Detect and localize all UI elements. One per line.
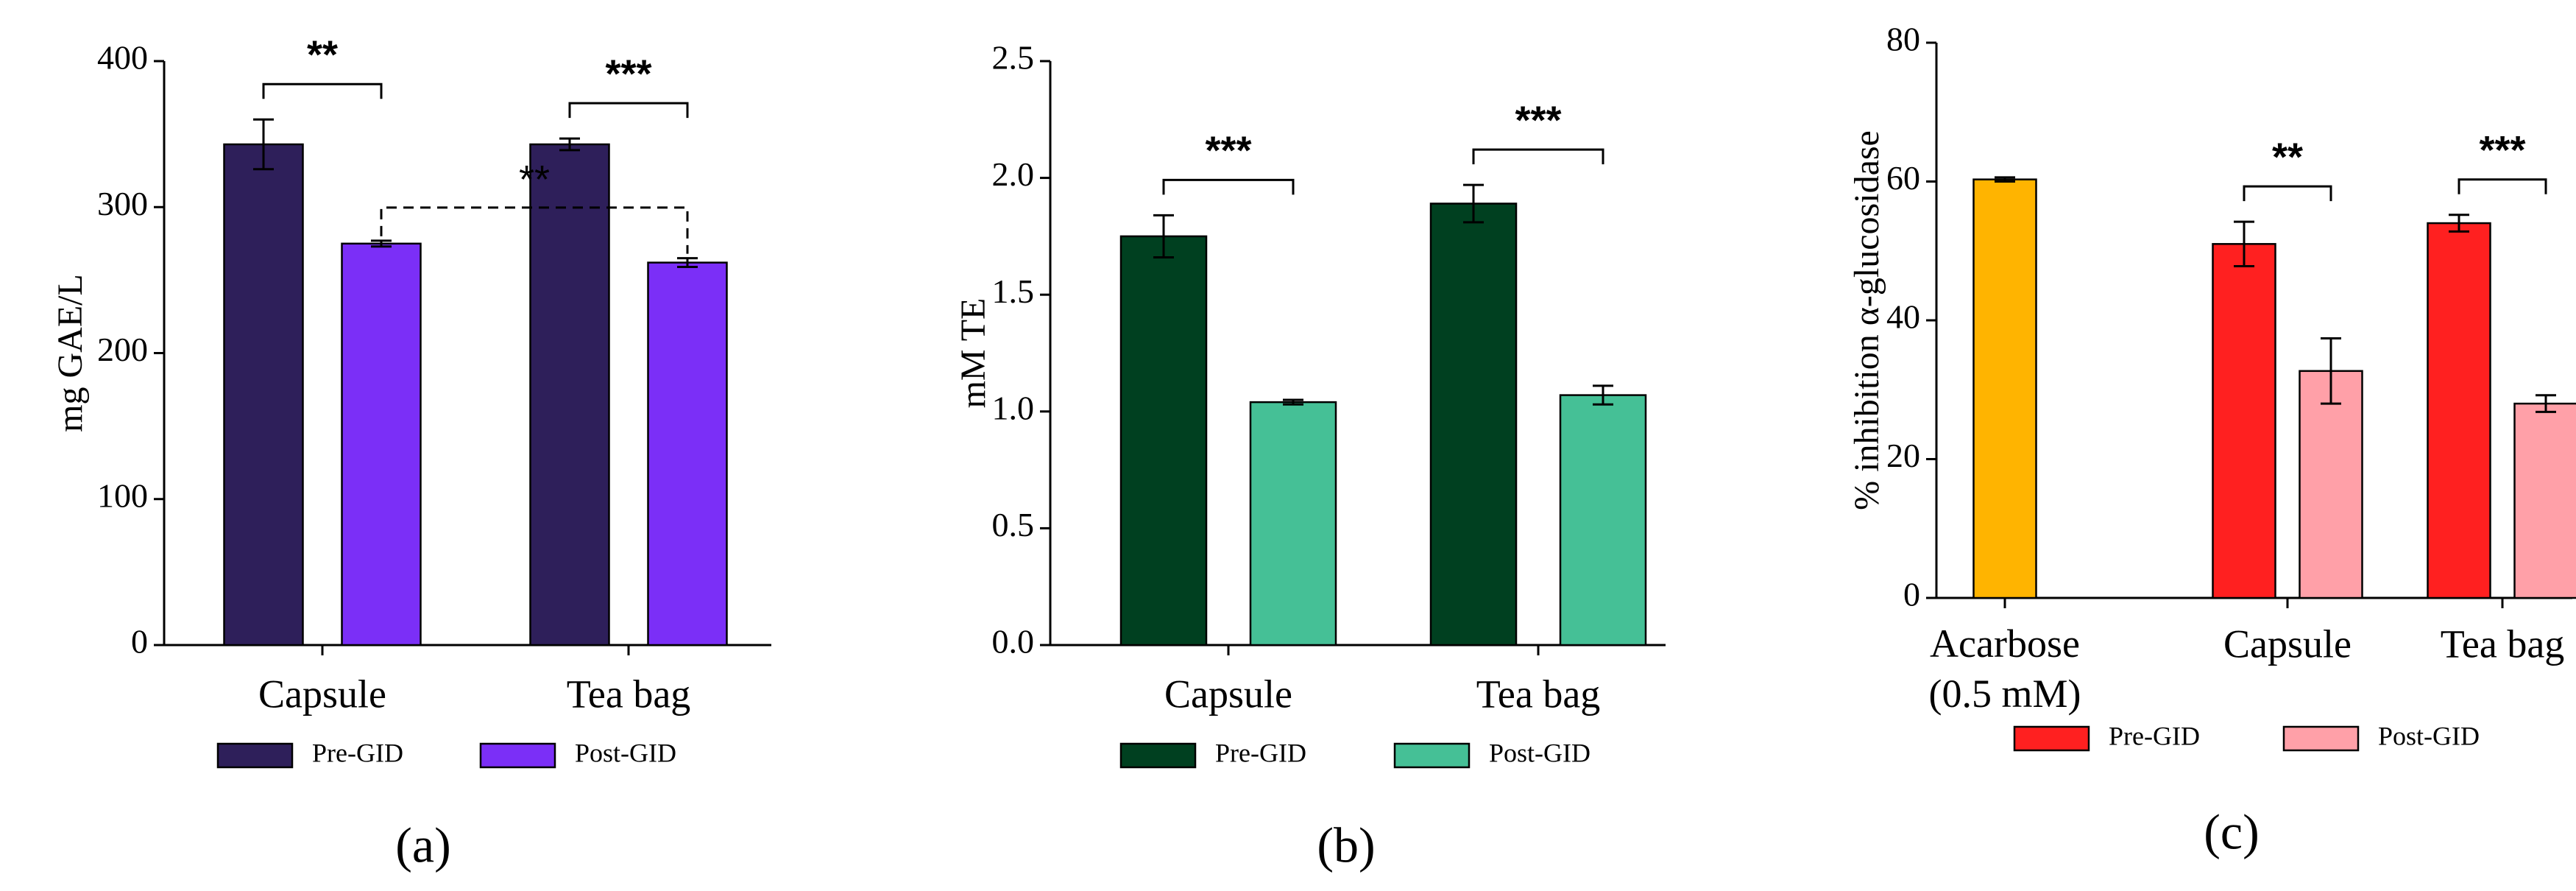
error-bar: [2234, 220, 2254, 267]
panel-label: (b): [1317, 817, 1375, 873]
bracket-line: [2458, 178, 2547, 194]
y-tick-label: 0.0: [992, 623, 1035, 661]
y-tick-label: 400: [97, 39, 148, 77]
y-tick-label: 80: [1886, 21, 1920, 58]
bar: [341, 242, 422, 647]
bar: [1119, 235, 1208, 647]
legend-swatch: [479, 742, 556, 769]
bar: [1559, 394, 1647, 647]
x-tick-label: Capsule: [1164, 672, 1292, 716]
error-bar: [1153, 214, 1174, 258]
error-bar: [2536, 394, 2556, 413]
bracket-line: [1162, 178, 1295, 195]
y-tick-label: 200: [97, 331, 148, 368]
error-bar: [1283, 398, 1303, 406]
bar: [2513, 402, 2576, 599]
error-bar: [1593, 384, 1613, 406]
significance-bracket: [1472, 148, 1604, 165]
bracket-line: [380, 206, 689, 254]
y-tick-label: 20: [1886, 437, 1920, 474]
y-tick-label: 0.5: [992, 506, 1035, 543]
y-tick-label: 300: [97, 185, 148, 222]
legend-label: Pre-GID: [2109, 721, 2200, 750]
bar: [223, 143, 304, 647]
error-bar: [2449, 214, 2469, 233]
legend-swatch: [2013, 725, 2090, 752]
significance-bracket: [2458, 178, 2547, 194]
significance-label: ***: [1515, 98, 1561, 142]
significance-bracket: [380, 206, 689, 254]
x-tick-label: Tea bag: [1476, 672, 1601, 716]
bar: [647, 261, 728, 647]
error-bar: [1463, 183, 1484, 224]
panel-label: (a): [395, 817, 450, 873]
bar: [1972, 178, 2037, 599]
y-axis-label: mg GAE/L: [51, 274, 90, 432]
y-tick-label: 40: [1886, 298, 1920, 336]
legend-swatch: [216, 742, 294, 769]
legend-swatch: [1119, 742, 1197, 769]
bar: [2212, 243, 2276, 599]
bracket-line: [1472, 148, 1604, 165]
bracket-line: [2243, 185, 2332, 202]
significance-label: **: [519, 158, 550, 202]
legend-label: Pre-GID: [312, 738, 403, 767]
x-tick-label: Acarbose (0.5 mM): [1929, 621, 2081, 716]
bar: [529, 143, 610, 647]
significance-label: **: [2272, 135, 2303, 179]
bar: [1429, 202, 1518, 647]
error-bar: [2321, 337, 2341, 405]
y-tick-label: 2.5: [992, 39, 1035, 77]
error-bar: [559, 137, 580, 152]
legend-label: Post-GID: [1489, 738, 1590, 767]
bar: [1249, 401, 1337, 647]
x-tick-label: Tea bag: [567, 672, 691, 716]
error-bar: [1995, 176, 2015, 183]
error-bar: [371, 239, 392, 248]
significance-bracket: [262, 82, 383, 99]
x-tick-label: Tea bag: [2441, 621, 2565, 666]
bracket-line: [568, 102, 689, 119]
legend-swatch: [1393, 742, 1471, 769]
error-bar: [677, 257, 698, 269]
significance-bracket: [1162, 178, 1295, 195]
panel-label: (c): [2204, 804, 2259, 860]
x-tick-label: Capsule: [2223, 621, 2352, 666]
significance-label: ***: [1205, 129, 1251, 173]
y-tick-label: 0: [1903, 576, 1920, 613]
y-tick-label: 2.0: [992, 155, 1035, 193]
legend-label: Pre-GID: [1215, 738, 1306, 767]
bar: [2427, 222, 2491, 599]
legend-swatch: [2282, 725, 2360, 752]
y-tick-label: 60: [1886, 159, 1920, 197]
significance-label: ***: [2479, 128, 2525, 172]
y-axis-label: % inhibition α-glucosidase: [1847, 130, 1886, 510]
significance-label: **: [307, 33, 338, 77]
significance-bracket: [568, 102, 689, 119]
significance-bracket: [2243, 185, 2332, 202]
error-bar: [253, 118, 274, 171]
bracket-line: [262, 82, 383, 99]
y-tick-label: 1.5: [992, 272, 1035, 310]
x-tick-label: Capsule: [258, 672, 386, 716]
bar: [2299, 370, 2363, 599]
y-axis-label: mM TE: [954, 298, 993, 409]
significance-label: ***: [605, 52, 651, 96]
y-tick-label: 0: [131, 623, 148, 661]
y-tick-label: 100: [97, 476, 148, 514]
legend-label: Post-GID: [2378, 721, 2480, 750]
legend-label: Post-GID: [575, 738, 676, 767]
y-tick-label: 1.0: [992, 389, 1035, 426]
